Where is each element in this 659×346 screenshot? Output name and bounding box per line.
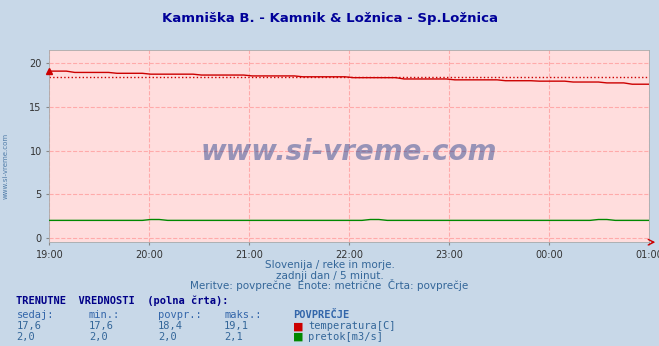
Text: 2,0: 2,0 (16, 332, 35, 342)
Text: www.si-vreme.com: www.si-vreme.com (2, 133, 9, 199)
Text: Meritve: povprečne  Enote: metrične  Črta: povprečje: Meritve: povprečne Enote: metrične Črta:… (190, 279, 469, 291)
Text: 2,1: 2,1 (224, 332, 243, 342)
Text: 2,0: 2,0 (158, 332, 177, 342)
Text: www.si-vreme.com: www.si-vreme.com (201, 138, 498, 166)
Text: 17,6: 17,6 (89, 321, 114, 331)
Text: POVPREČJE: POVPREČJE (293, 310, 349, 320)
Text: ■: ■ (293, 321, 304, 331)
Text: zadnji dan / 5 minut.: zadnji dan / 5 minut. (275, 271, 384, 281)
Text: Kamniška B. - Kamnik & Ložnica - Sp.Ložnica: Kamniška B. - Kamnik & Ložnica - Sp.Ložn… (161, 12, 498, 25)
Text: sedaj:: sedaj: (16, 310, 54, 320)
Text: TRENUTNE  VREDNOSTI  (polna črta):: TRENUTNE VREDNOSTI (polna črta): (16, 296, 229, 307)
Text: Slovenija / reke in morje.: Slovenija / reke in morje. (264, 260, 395, 270)
Text: pretok[m3/s]: pretok[m3/s] (308, 332, 384, 342)
Text: maks.:: maks.: (224, 310, 262, 320)
Text: min.:: min.: (89, 310, 120, 320)
Text: ■: ■ (293, 332, 304, 342)
Text: 2,0: 2,0 (89, 332, 107, 342)
Text: 19,1: 19,1 (224, 321, 249, 331)
Text: povpr.:: povpr.: (158, 310, 202, 320)
Text: temperatura[C]: temperatura[C] (308, 321, 396, 331)
Text: 17,6: 17,6 (16, 321, 42, 331)
Text: 18,4: 18,4 (158, 321, 183, 331)
